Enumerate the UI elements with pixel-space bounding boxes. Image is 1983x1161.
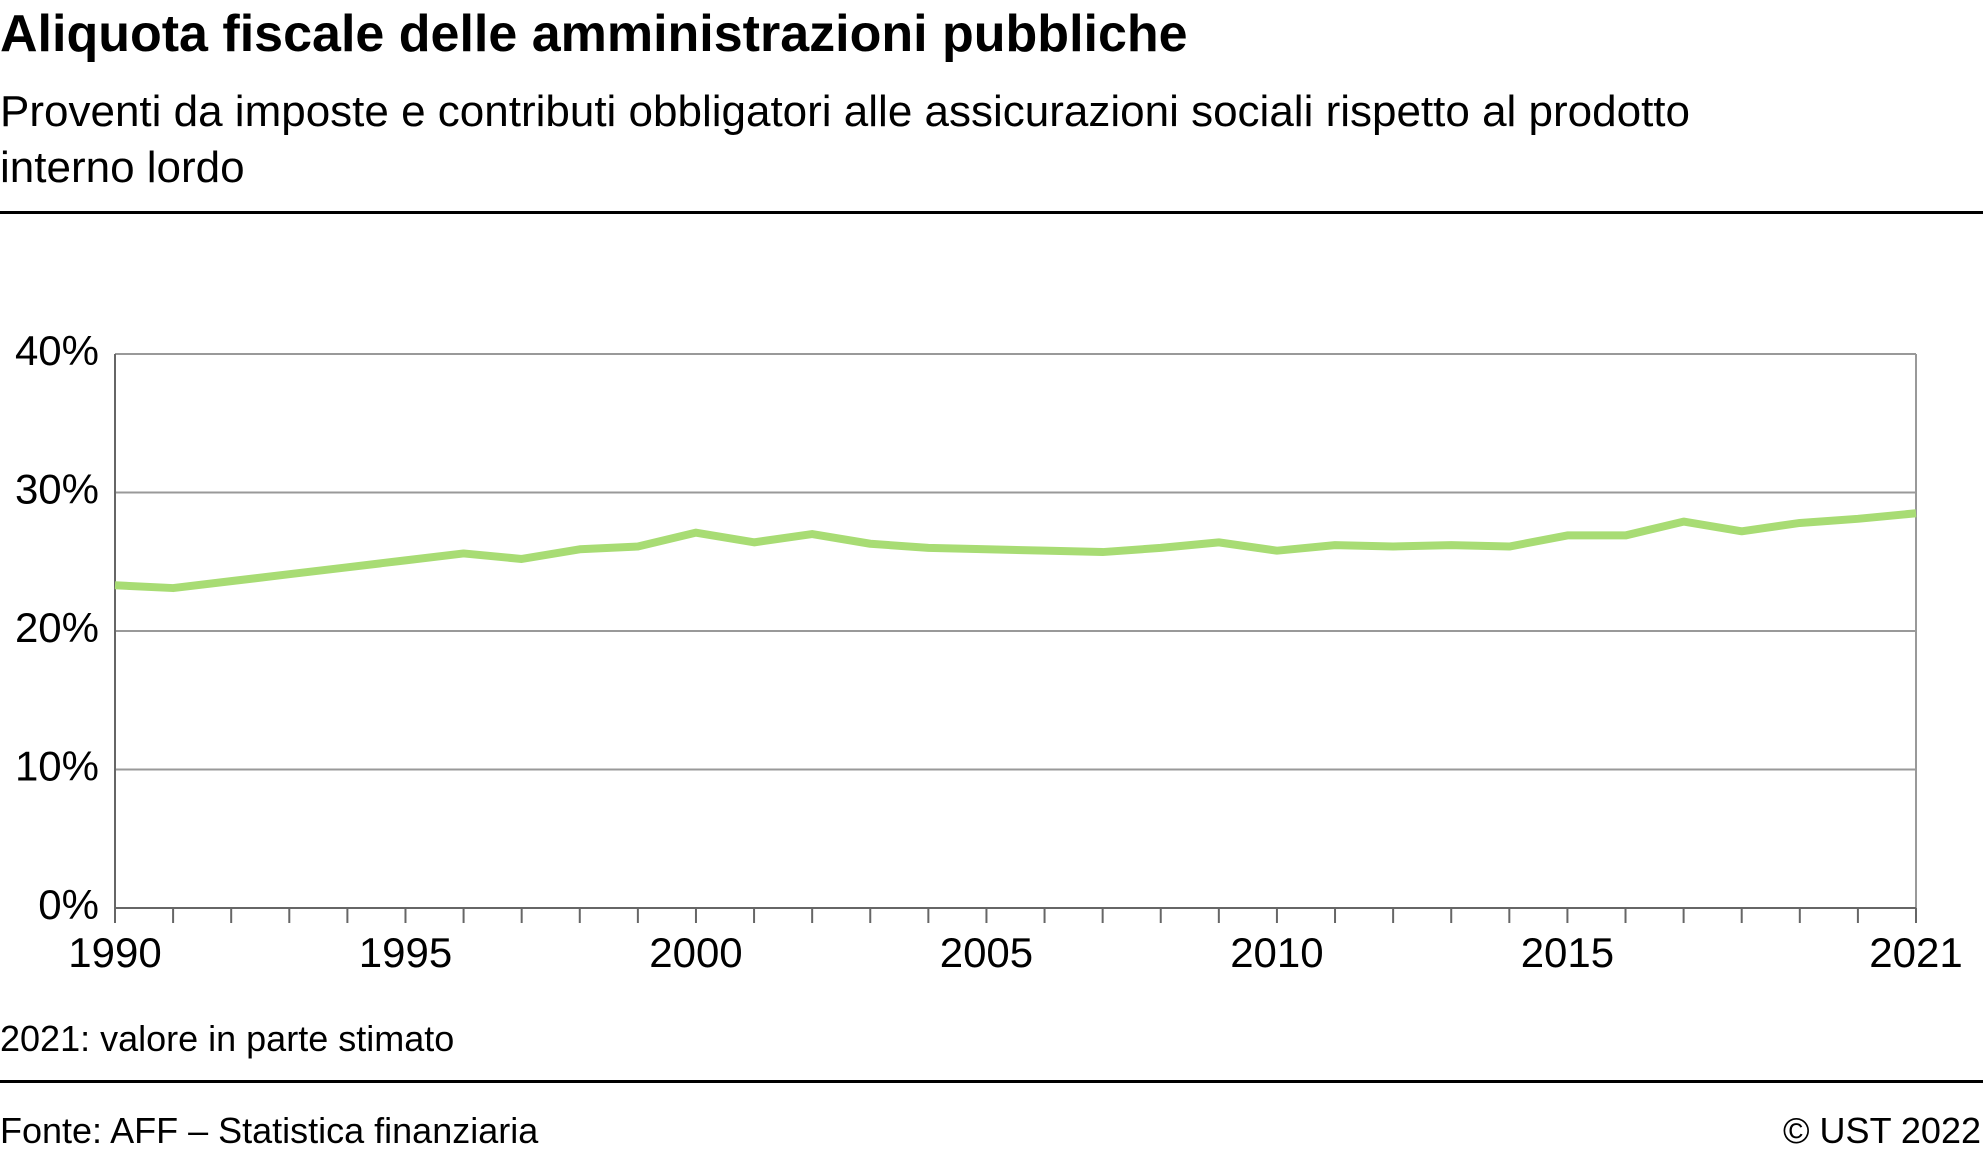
chart: 0% 10% 20% 30% 40% 1990 1995 2000 2005 2010 2015 20… — [15, 327, 1963, 976]
x-tick-label: 2010 — [1230, 929, 1323, 976]
rule — [0, 211, 1983, 214]
rule — [0, 1080, 1983, 1083]
x-tick-label: 2000 — [649, 929, 742, 976]
y-tick-label: 0% — [38, 881, 99, 928]
note: 2021: valore in parte stimato — [0, 1018, 455, 1059]
copyright: © UST 2022 — [1783, 1110, 1981, 1151]
x-tick-label: 2021 — [1869, 929, 1962, 976]
chart-subtitle: Proventi da imposte e contributi obbliga… — [0, 87, 1691, 192]
source: Fonte: AFF – Statistica finanziaria — [0, 1110, 539, 1151]
x-tick-label: 2005 — [940, 929, 1033, 976]
y-tick-label: 40% — [15, 327, 99, 374]
line — [114, 509, 1917, 593]
y-tick-label: 30% — [15, 466, 99, 513]
x-tick-label: 1990 — [68, 929, 161, 976]
chart-title: Aliquota fiscale delle amministrazioni p… — [0, 5, 1188, 63]
x-tick-label: 2015 — [1521, 929, 1614, 976]
y-tick-label: 10% — [15, 743, 99, 790]
y-tick-label: 20% — [15, 604, 99, 651]
x-tick-label: 1995 — [359, 929, 452, 976]
